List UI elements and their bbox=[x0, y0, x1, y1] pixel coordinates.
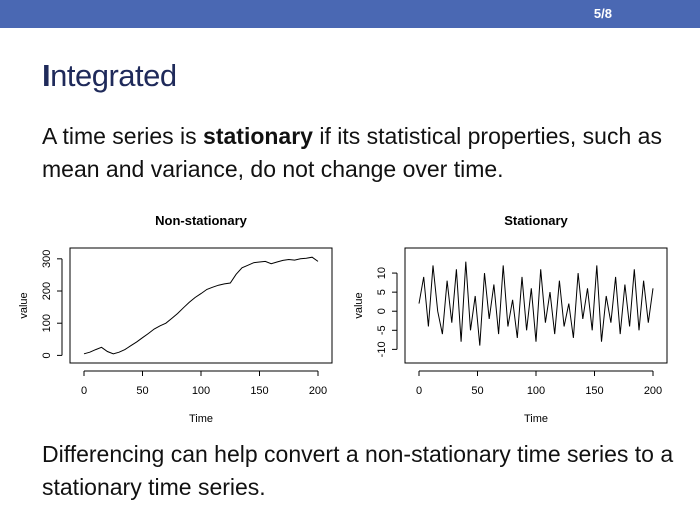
slide-title-initial: I bbox=[42, 58, 51, 93]
page-number: 5/8 bbox=[593, 6, 612, 21]
y-tick-label: 0 bbox=[376, 308, 388, 314]
plot-frame bbox=[404, 247, 668, 364]
x-axis-label: Time bbox=[189, 413, 213, 425]
y-axis-label: value bbox=[18, 292, 30, 318]
intro-paragraph: A time series is stationary if its stati… bbox=[42, 120, 682, 186]
y-tick-label: 0 bbox=[41, 352, 53, 358]
chart-title: Stationary bbox=[504, 213, 568, 228]
footer-paragraph: Differencing can help convert a non-stat… bbox=[42, 441, 674, 500]
non-stationary-chart: Non-stationary 0 50 100 150 200 Time 0 100 200 300… bbox=[18, 213, 333, 425]
y-tick-label: 200 bbox=[41, 282, 53, 300]
x-tick-label: 100 bbox=[527, 385, 545, 397]
intro-emphasis: stationary bbox=[203, 123, 313, 149]
x-tick-label: 0 bbox=[81, 385, 87, 397]
x-tick-label: 150 bbox=[250, 385, 268, 397]
y-tick-label: -5 bbox=[376, 325, 388, 335]
series-line bbox=[418, 261, 654, 346]
slide-title-rest: ntegrated bbox=[50, 58, 177, 93]
y-tick-label: 100 bbox=[41, 314, 53, 332]
chart-title: Non-stationary bbox=[155, 213, 248, 228]
x-tick-label: 150 bbox=[585, 385, 603, 397]
intro-text-before: A time series is bbox=[42, 123, 204, 149]
x-tick-label: 50 bbox=[136, 385, 148, 397]
x-tick-label: 0 bbox=[416, 385, 422, 397]
x-tick-label: 200 bbox=[309, 385, 327, 397]
y-tick-label: 300 bbox=[41, 250, 53, 268]
y-tick-label: -10 bbox=[376, 341, 388, 357]
x-axis-label: Time bbox=[524, 413, 548, 425]
y-tick-label: 5 bbox=[376, 289, 388, 295]
x-tick-label: 200 bbox=[644, 385, 662, 397]
x-tick-label: 50 bbox=[471, 385, 483, 397]
slide-title: Integrated bbox=[42, 58, 177, 94]
y-axis-label: value bbox=[353, 292, 365, 318]
y-tick-label: 10 bbox=[376, 267, 388, 279]
stationary-chart: Stationary 0 50 100 150 200 Time -10 -5 0 5 10 value bbox=[353, 213, 668, 425]
series-line bbox=[83, 256, 319, 355]
header-bar: 5/8 bbox=[0, 0, 700, 28]
intro-text-after: if its statistical properties, such as m… bbox=[42, 123, 662, 182]
plot-frame bbox=[69, 247, 333, 364]
x-tick-label: 100 bbox=[192, 385, 210, 397]
